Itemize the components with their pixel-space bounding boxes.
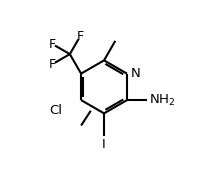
Text: F: F <box>76 30 83 43</box>
Text: F: F <box>49 58 56 71</box>
Text: N: N <box>130 67 139 80</box>
Text: NH$_2$: NH$_2$ <box>148 93 174 108</box>
Text: F: F <box>49 37 56 51</box>
Text: Cl: Cl <box>49 104 62 117</box>
Text: I: I <box>102 138 105 151</box>
